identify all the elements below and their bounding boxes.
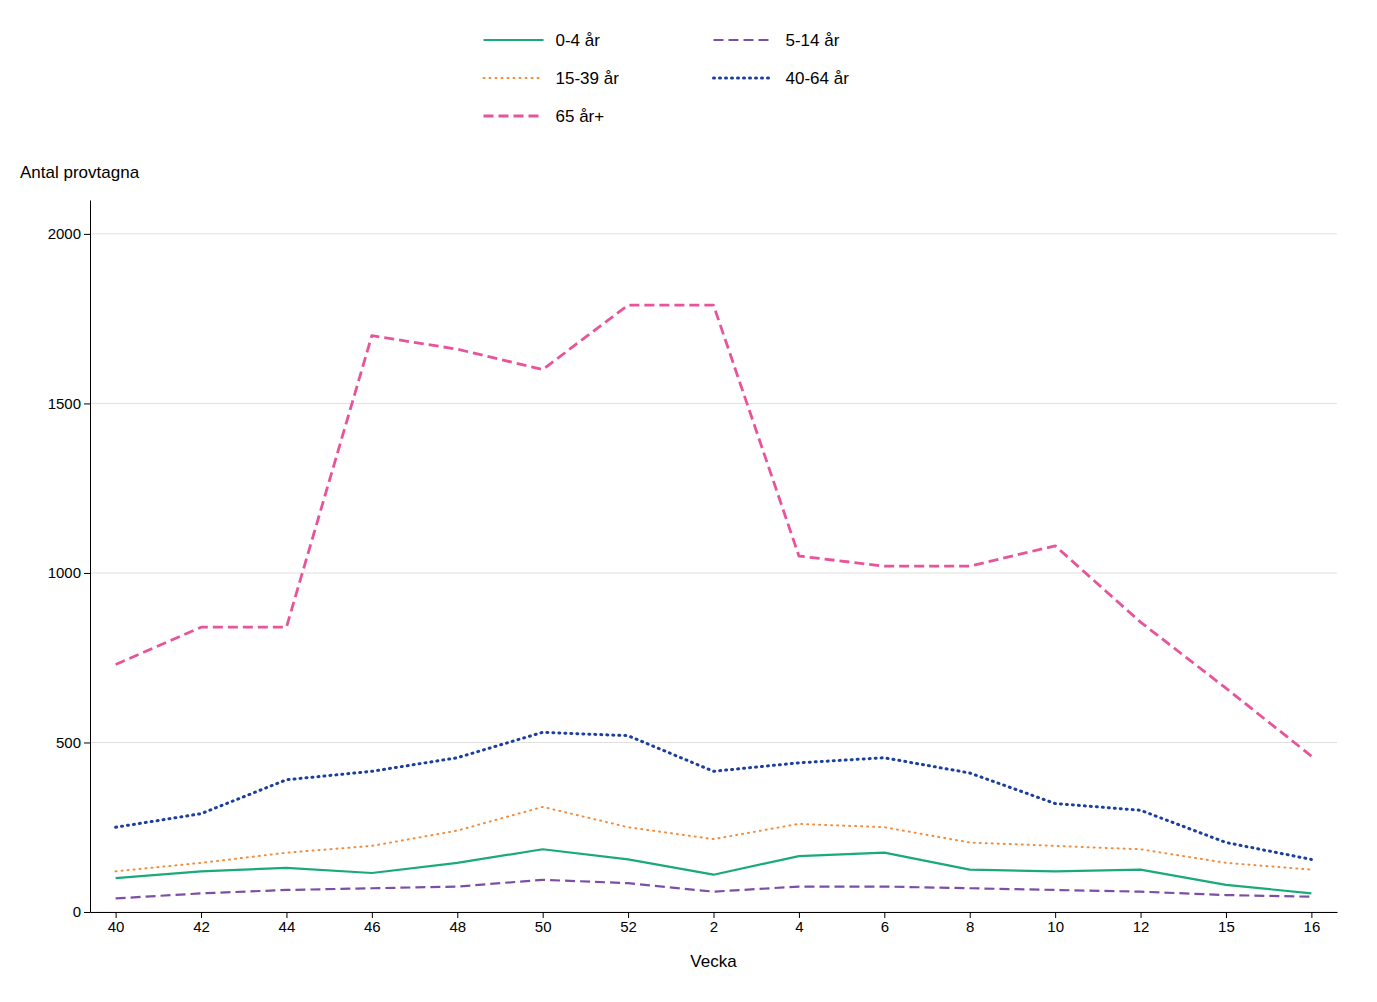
- x-tick-label: 12: [1133, 918, 1150, 935]
- y-tick-label: 1500: [48, 395, 81, 412]
- x-tick-label: 48: [449, 918, 466, 935]
- legend-label: 65 år+: [556, 107, 605, 126]
- chart-container: 4042444648505224681012151605001000150020…: [0, 0, 1377, 1002]
- legend-swatch: [484, 39, 544, 41]
- y-axis: 0 500 1000 1500 2000: [48, 201, 91, 921]
- grid-line: [90, 233, 1337, 234]
- x-tick-label: 6: [881, 918, 889, 935]
- x-tick: 44: [279, 912, 296, 935]
- series-line: [116, 807, 1312, 871]
- legend-label: 40-64 år: [786, 69, 850, 88]
- y-tick: 0: [73, 903, 90, 920]
- legend-swatch: [484, 115, 544, 118]
- legend: 0-4 år 5-14 år 15-39 år 40-64 år 65 år+: [484, 31, 850, 126]
- series-line: [116, 305, 1312, 756]
- legend-item: 40-64 år: [714, 69, 850, 88]
- chart-svg: 4042444648505224681012151605001000150020…: [0, 0, 1377, 1002]
- y-tick-label: 1000: [48, 564, 81, 581]
- x-tick: 15: [1218, 912, 1235, 935]
- grid: [90, 234, 1337, 912]
- x-tick: 6: [881, 912, 889, 935]
- x-tick: 10: [1047, 912, 1064, 935]
- y-tick: 1500: [48, 395, 90, 412]
- x-tick-label: 4: [795, 918, 803, 935]
- x-tick: 46: [364, 912, 381, 935]
- grid-line: [90, 572, 1337, 573]
- legend-item: 65 år+: [484, 107, 605, 126]
- grid-line: [90, 403, 1337, 404]
- series-line: [116, 880, 1312, 899]
- x-tick: 48: [449, 912, 466, 935]
- legend-item: 5-14 år: [714, 31, 840, 50]
- legend-item: 15-39 år: [484, 69, 620, 88]
- x-tick-label: 40: [108, 918, 125, 935]
- y-tick-label: 0: [73, 903, 81, 920]
- legend-label: 15-39 år: [556, 69, 620, 88]
- x-tick-label: 8: [966, 918, 974, 935]
- x-tick: 4: [795, 912, 803, 935]
- x-tick-label: 50: [535, 918, 552, 935]
- x-tick-label: 44: [279, 918, 296, 935]
- y-tick: 2000: [48, 225, 90, 242]
- x-tick: 50: [535, 912, 552, 935]
- x-tick: 12: [1133, 912, 1150, 935]
- y-axis-line: [90, 201, 91, 913]
- x-tick-label: 15: [1218, 918, 1235, 935]
- y-axis-title: Antal provtagna: [20, 163, 140, 182]
- x-axis-title: Vecka: [690, 952, 737, 971]
- x-tick-label: 16: [1304, 918, 1321, 935]
- legend-swatch: [484, 77, 544, 79]
- y-tick: 500: [56, 734, 90, 751]
- y-tick-mark: [84, 742, 90, 743]
- x-tick: 2: [710, 912, 718, 935]
- y-tick-label: 2000: [48, 225, 81, 242]
- x-tick: 52: [620, 912, 637, 935]
- legend-swatch: [714, 39, 774, 41]
- x-tick-label: 46: [364, 918, 381, 935]
- x-tick: 16: [1304, 912, 1321, 935]
- x-tick-label: 2: [710, 918, 718, 935]
- y-tick-mark: [84, 912, 90, 913]
- legend-item: 0-4 år: [484, 31, 601, 50]
- grid-line: [90, 742, 1337, 743]
- x-axis: 40424446485052246810121516: [91, 912, 1338, 935]
- series-line: [116, 849, 1312, 893]
- x-tick-label: 42: [193, 918, 210, 935]
- y-tick-mark: [84, 234, 90, 235]
- y-tick-mark: [84, 573, 90, 574]
- plot-area: [116, 305, 1312, 898]
- series-line: [116, 732, 1312, 859]
- legend-label: 5-14 år: [786, 31, 840, 50]
- x-tick-label: 10: [1047, 918, 1064, 935]
- legend-label: 0-4 år: [556, 31, 601, 50]
- y-tick: 1000: [48, 564, 90, 581]
- x-tick-label: 52: [620, 918, 637, 935]
- x-tick: 42: [193, 912, 210, 935]
- legend-swatch: [714, 77, 774, 80]
- y-tick-mark: [84, 403, 90, 404]
- y-tick-label: 500: [56, 734, 81, 751]
- x-tick: 8: [966, 912, 974, 935]
- x-tick: 40: [108, 912, 125, 935]
